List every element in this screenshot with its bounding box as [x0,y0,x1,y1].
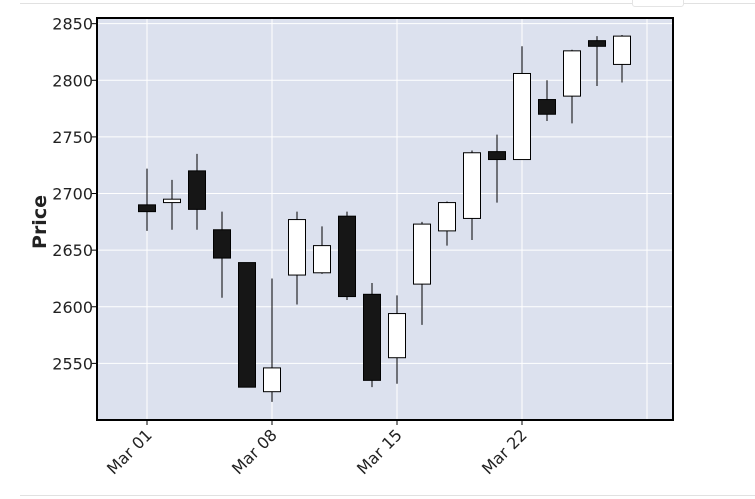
candle-body-down [363,293,381,381]
candle [563,49,581,124]
y-tick-label: 2700 [52,185,93,204]
candle [388,295,406,384]
candle-body-up [513,72,531,161]
candle [163,179,181,230]
candles [138,34,631,402]
candle-body-up [163,198,181,204]
candle-body-down [538,99,556,115]
y-tick-label: 2550 [52,354,93,373]
bottom-divider [20,495,755,496]
y-tick-label: 2850 [52,15,93,34]
y-tick-label: 2750 [52,128,93,147]
candle [538,80,556,122]
plot-area [97,18,673,420]
candle [613,34,631,83]
candle-body-up [313,245,331,274]
candle-body-up [463,152,481,219]
candle [313,226,331,274]
candle-body-up [438,202,456,232]
candle-body-up [613,35,631,65]
y-tick-label: 2600 [52,298,93,317]
y-axis: 2550 2600 2650 2700 2750 2800 2850 [52,15,97,373]
candle-body-up [413,223,431,285]
y-tick-label: 2800 [52,71,93,90]
y-tick-label: 2650 [52,241,93,260]
candle-body-up [263,367,281,393]
candle-body-down [488,151,506,161]
candle-body-down [138,204,156,213]
candle [438,201,456,246]
candle [213,211,231,298]
candle [338,211,356,300]
candle [138,168,156,231]
candle [463,150,481,240]
candle-body-down [213,229,231,259]
candle [238,262,256,388]
candle [363,282,381,388]
candle-body-down [338,215,356,298]
candle-body-down [238,262,256,388]
x-tick-label: Mar 15 [353,425,406,478]
top-divider [20,0,755,4]
candle [488,134,506,203]
candle [413,221,431,325]
candle [263,278,281,402]
candle-body-up [563,50,581,97]
candle-body-up [388,313,406,359]
plot-border [96,17,674,421]
candle [188,153,206,230]
candle-body-down [588,40,606,47]
candle-body-down [188,170,206,210]
y-axis-label: Price [29,195,51,249]
candle [588,36,606,86]
candle [513,46,531,161]
x-tick-label: Mar 08 [228,425,281,478]
toolbar-widget[interactable] [632,0,684,7]
candle [288,211,306,305]
x-tick-label: Mar 22 [478,425,531,478]
candle-body-up [288,219,306,276]
x-axis: Mar 01 Mar 08 Mar 15 Mar 22 [103,420,531,478]
x-tick-label: Mar 01 [103,425,156,478]
